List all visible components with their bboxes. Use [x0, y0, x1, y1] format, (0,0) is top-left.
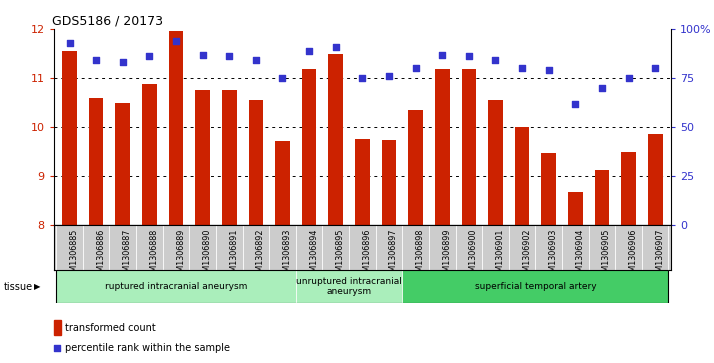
Text: tissue: tissue: [4, 282, 33, 292]
Bar: [302, 69, 316, 225]
Text: GSM1306888: GSM1306888: [149, 229, 159, 282]
Bar: [408, 110, 423, 225]
Bar: [461, 69, 476, 225]
Text: GSM1306902: GSM1306902: [522, 229, 531, 282]
Bar: [56, 270, 296, 303]
Point: [410, 65, 421, 71]
Bar: [595, 170, 609, 225]
Text: ▶: ▶: [34, 282, 41, 291]
Point: [570, 101, 581, 106]
Bar: [54, 320, 61, 335]
Text: GSM1306893: GSM1306893: [283, 229, 291, 282]
Text: GSM1306886: GSM1306886: [96, 229, 105, 282]
Text: GSM1306897: GSM1306897: [389, 229, 398, 282]
Bar: [142, 84, 156, 225]
Point: [223, 54, 235, 60]
Text: GSM1306898: GSM1306898: [416, 229, 425, 282]
Point: [303, 48, 315, 53]
Point: [516, 65, 528, 71]
Point: [463, 54, 475, 60]
Point: [490, 57, 501, 63]
Point: [250, 57, 261, 63]
Text: GSM1306900: GSM1306900: [469, 229, 478, 282]
Bar: [62, 51, 77, 225]
Bar: [515, 127, 529, 225]
Bar: [248, 100, 263, 225]
Point: [596, 85, 608, 91]
Bar: [222, 90, 236, 225]
Bar: [648, 134, 663, 225]
Text: GSM1306894: GSM1306894: [309, 229, 318, 282]
Bar: [488, 100, 503, 225]
Text: GSM1306891: GSM1306891: [229, 229, 238, 282]
Text: GSM1306904: GSM1306904: [575, 229, 584, 282]
Text: GSM1306903: GSM1306903: [548, 229, 558, 282]
Text: unruptured intracranial
aneurysm: unruptured intracranial aneurysm: [296, 277, 402, 297]
Text: GSM1306907: GSM1306907: [655, 229, 664, 282]
Text: GSM1306892: GSM1306892: [256, 229, 265, 282]
Text: GDS5186 / 20173: GDS5186 / 20173: [52, 15, 164, 28]
Point: [51, 346, 63, 351]
Text: GSM1306885: GSM1306885: [69, 229, 79, 282]
Bar: [328, 53, 343, 225]
Text: percentile rank within the sample: percentile rank within the sample: [65, 343, 230, 354]
Bar: [621, 152, 636, 225]
Text: GSM1306895: GSM1306895: [336, 229, 345, 282]
Point: [144, 54, 155, 60]
Bar: [435, 69, 450, 225]
Bar: [169, 32, 183, 225]
Bar: [116, 102, 130, 225]
Text: GSM1306896: GSM1306896: [362, 229, 371, 282]
Bar: [196, 90, 210, 225]
Text: GSM1306905: GSM1306905: [602, 229, 611, 282]
Point: [356, 75, 368, 81]
Text: GSM1306901: GSM1306901: [496, 229, 505, 282]
Bar: [568, 192, 583, 225]
Point: [117, 60, 129, 65]
Bar: [355, 139, 370, 225]
Bar: [296, 270, 402, 303]
Point: [64, 40, 75, 46]
Point: [383, 73, 395, 79]
Bar: [541, 152, 556, 225]
Text: GSM1306887: GSM1306887: [123, 229, 132, 282]
Point: [330, 44, 341, 50]
Point: [91, 57, 102, 63]
Text: superficial temporal artery: superficial temporal artery: [475, 282, 596, 291]
Bar: [382, 140, 396, 225]
Point: [197, 52, 208, 57]
Bar: [275, 141, 290, 225]
Text: GSM1306890: GSM1306890: [203, 229, 211, 282]
Point: [277, 75, 288, 81]
Text: GSM1306899: GSM1306899: [442, 229, 451, 282]
Text: transformed count: transformed count: [65, 323, 156, 333]
Point: [623, 75, 634, 81]
Point: [543, 67, 554, 73]
Point: [171, 38, 182, 44]
Text: GSM1306906: GSM1306906: [628, 229, 638, 282]
Bar: [89, 98, 104, 225]
Text: GSM1306889: GSM1306889: [176, 229, 185, 282]
Point: [436, 52, 448, 57]
Text: ruptured intracranial aneurysm: ruptured intracranial aneurysm: [105, 282, 247, 291]
Point: [650, 65, 661, 71]
Bar: [402, 270, 668, 303]
